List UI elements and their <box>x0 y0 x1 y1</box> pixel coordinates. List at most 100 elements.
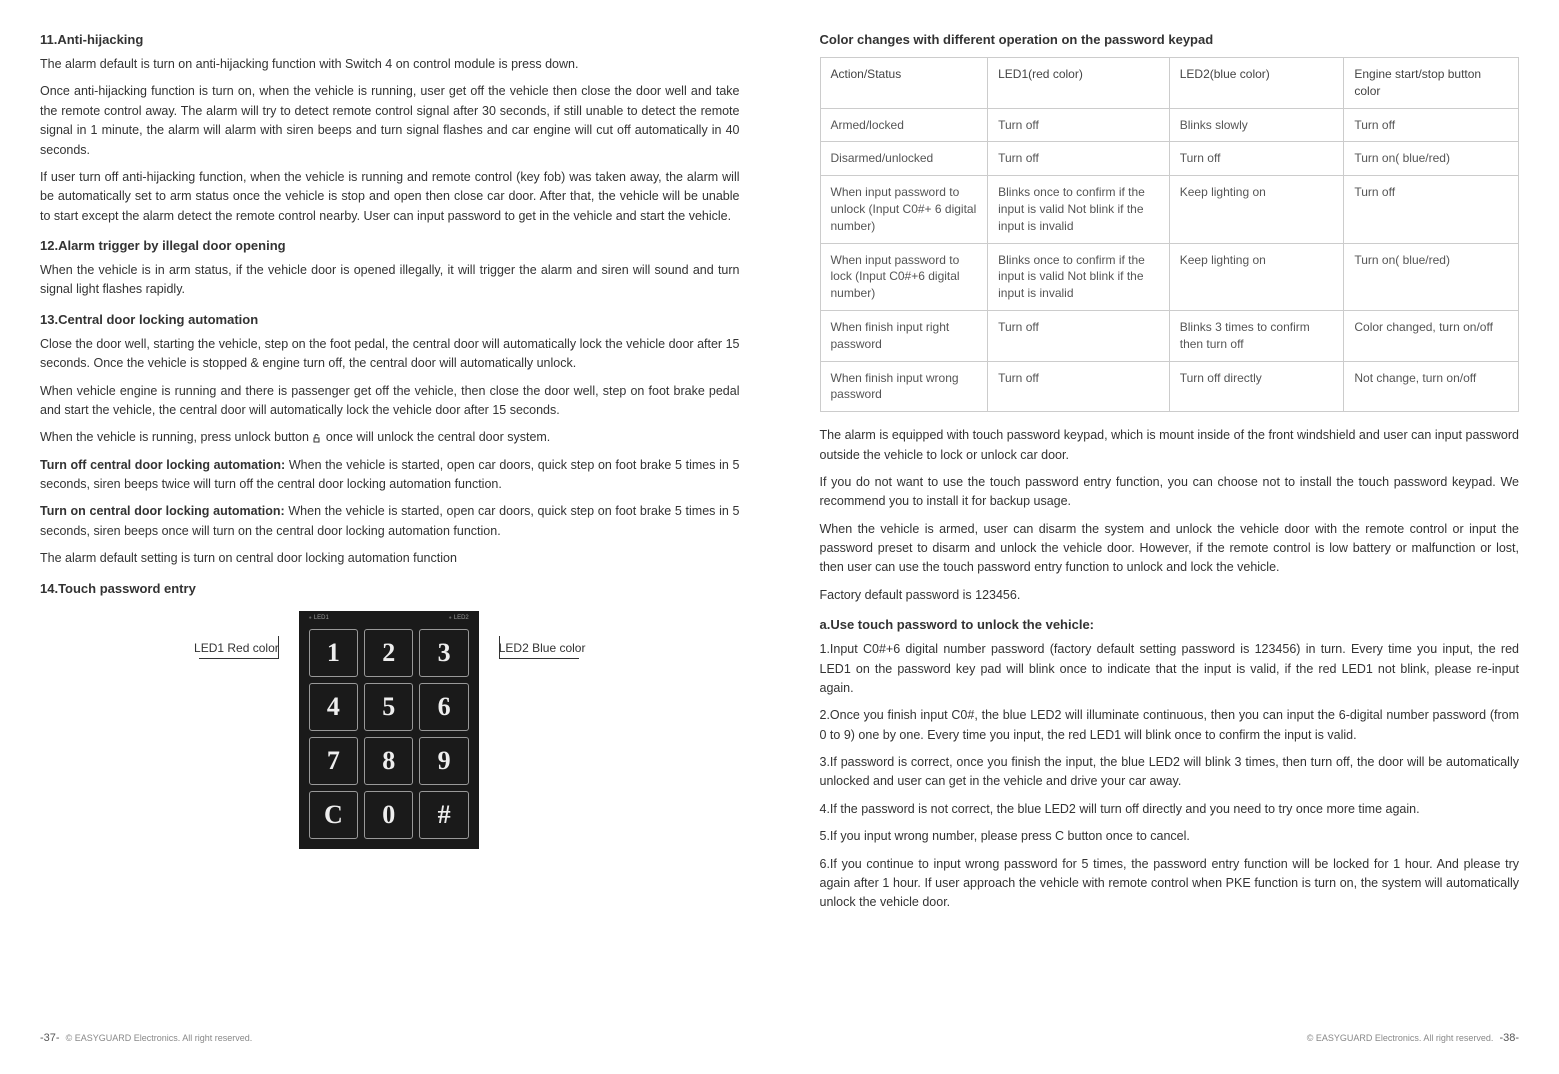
text: When the vehicle is running, press unloc… <box>40 430 312 444</box>
table-cell: Turn off <box>988 310 1170 361</box>
key-7: 7 <box>309 737 358 785</box>
keypad-diagram: LED1 Red color LED1 LED2 1 2 3 4 5 6 7 8 <box>40 611 740 849</box>
para: 2.Once you finish input C0#, the blue LE… <box>820 706 1520 745</box>
table-cell: Keep lighting on <box>1169 176 1344 243</box>
table-row: When input password to unlock (Input C0#… <box>820 176 1519 243</box>
footer-right: © EASYGUARD Electronics. All right reser… <box>820 1032 1520 1044</box>
table-cell: LED1(red color) <box>988 58 1170 109</box>
para: 1.Input C0#+6 digital number password (f… <box>820 640 1520 698</box>
table-cell: Blinks 3 times to confirm then turn off <box>1169 310 1344 361</box>
table-row: When input password to lock (Input C0#+6… <box>820 243 1519 310</box>
right-content: Color changes with different operation o… <box>820 20 1520 1032</box>
unlock-icon <box>312 433 322 443</box>
para: 6.If you continue to input wrong passwor… <box>820 855 1520 913</box>
table-row: When finish input wrong passwordTurn off… <box>820 361 1519 412</box>
para: The alarm default is turn on anti-hijack… <box>40 55 740 74</box>
table-cell: Blinks once to confirm if the input is v… <box>988 243 1170 310</box>
heading-color-changes: Color changes with different operation o… <box>820 32 1520 47</box>
para: When the vehicle is in arm status, if th… <box>40 261 740 300</box>
table-cell: When finish input wrong password <box>820 361 988 412</box>
key-4: 4 <box>309 683 358 731</box>
para: 3.If password is correct, once you finis… <box>820 753 1520 792</box>
table-cell: Turn off <box>1344 176 1519 243</box>
para: 5.If you input wrong number, please pres… <box>820 827 1520 846</box>
para: Turn off central door locking automation… <box>40 456 740 495</box>
key-0: 0 <box>364 791 413 839</box>
table-cell: Turn on( blue/red) <box>1344 243 1519 310</box>
table-row: Disarmed/unlockedTurn offTurn offTurn on… <box>820 142 1519 176</box>
table-cell: Action/Status <box>820 58 988 109</box>
para: Factory default password is 123456. <box>820 586 1520 605</box>
key-8: 8 <box>364 737 413 785</box>
connector-line <box>199 658 279 659</box>
para: When the vehicle is armed, user can disa… <box>820 520 1520 578</box>
led-table-body: Action/StatusLED1(red color)LED2(blue co… <box>820 58 1519 412</box>
para: 4.If the password is not correct, the bl… <box>820 800 1520 819</box>
key-6: 6 <box>419 683 468 731</box>
led2-label: LED2 Blue color <box>499 641 586 655</box>
para: The alarm default setting is turn on cen… <box>40 549 740 568</box>
para: If you do not want to use the touch pass… <box>820 473 1520 512</box>
heading-use-touch: a.Use touch password to unlock the vehic… <box>820 617 1520 632</box>
table-cell: When input password to lock (Input C0#+6… <box>820 243 988 310</box>
table-cell: Disarmed/unlocked <box>820 142 988 176</box>
key-3: 3 <box>419 629 468 677</box>
keypad-label-left: LED1 Red color <box>194 611 279 659</box>
para: Close the door well, starting the vehicl… <box>40 335 740 374</box>
led1-text: LED1 <box>309 615 329 621</box>
text: once will unlock the central door system… <box>326 430 550 444</box>
table-cell: Turn off <box>988 142 1170 176</box>
left-content: 11.Anti-hijacking The alarm default is t… <box>40 20 740 1032</box>
keypad: LED1 LED2 1 2 3 4 5 6 7 8 9 C 0 # <box>299 611 479 849</box>
page-right: Color changes with different operation o… <box>780 0 1559 1074</box>
footer-left: -37- © EASYGUARD Electronics. All right … <box>40 1032 740 1044</box>
copyright-text: © EASYGUARD Electronics. All right reser… <box>66 1033 253 1043</box>
heading-14: 14.Touch password entry <box>40 581 740 596</box>
key-hash: # <box>419 791 468 839</box>
key-5: 5 <box>364 683 413 731</box>
table-cell: Blinks slowly <box>1169 108 1344 142</box>
page-number: -37- <box>40 1032 60 1044</box>
key-2: 2 <box>364 629 413 677</box>
table-cell: Engine start/stop button color <box>1344 58 1519 109</box>
heading-11: 11.Anti-hijacking <box>40 32 740 47</box>
key-9: 9 <box>419 737 468 785</box>
led-table: Action/StatusLED1(red color)LED2(blue co… <box>820 57 1520 412</box>
table-cell: Blinks once to confirm if the input is v… <box>988 176 1170 243</box>
led2-text: LED2 <box>449 615 469 621</box>
connector-line <box>499 658 579 659</box>
led1-label: LED1 Red color <box>194 641 279 655</box>
table-cell: Keep lighting on <box>1169 243 1344 310</box>
bold-label: Turn on central door locking automation: <box>40 504 288 518</box>
keypad-label-right: LED2 Blue color <box>499 611 586 659</box>
para: When vehicle engine is running and there… <box>40 382 740 421</box>
table-row: Action/StatusLED1(red color)LED2(blue co… <box>820 58 1519 109</box>
table-row: Armed/lockedTurn offBlinks slowlyTurn of… <box>820 108 1519 142</box>
para: When the vehicle is running, press unloc… <box>40 428 740 447</box>
table-cell: Color changed, turn on/off <box>1344 310 1519 361</box>
table-cell: LED2(blue color) <box>1169 58 1344 109</box>
page-number: -38- <box>1499 1032 1519 1044</box>
table-cell: Turn off <box>988 108 1170 142</box>
para: Once anti-hijacking function is turn on,… <box>40 82 740 160</box>
bold-label: Turn off central door locking automation… <box>40 458 289 472</box>
copyright-text: © EASYGUARD Electronics. All right reser… <box>1307 1033 1494 1043</box>
keypad-grid: 1 2 3 4 5 6 7 8 9 C 0 # <box>309 629 469 839</box>
key-1: 1 <box>309 629 358 677</box>
table-cell: Armed/locked <box>820 108 988 142</box>
table-cell: Turn off <box>1169 142 1344 176</box>
table-cell: Turn off <box>1344 108 1519 142</box>
para: The alarm is equipped with touch passwor… <box>820 426 1520 465</box>
para: If user turn off anti-hijacking function… <box>40 168 740 226</box>
table-cell: Turn on( blue/red) <box>1344 142 1519 176</box>
keypad-led-row: LED1 LED2 <box>309 615 469 621</box>
heading-13: 13.Central door locking automation <box>40 312 740 327</box>
table-cell: When input password to unlock (Input C0#… <box>820 176 988 243</box>
key-c: C <box>309 791 358 839</box>
table-cell: Not change, turn on/off <box>1344 361 1519 412</box>
table-row: When finish input right passwordTurn off… <box>820 310 1519 361</box>
heading-12: 12.Alarm trigger by illegal door opening <box>40 238 740 253</box>
table-cell: When finish input right password <box>820 310 988 361</box>
table-cell: Turn off <box>988 361 1170 412</box>
table-cell: Turn off directly <box>1169 361 1344 412</box>
